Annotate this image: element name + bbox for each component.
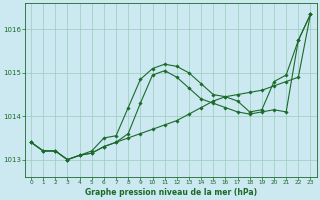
- X-axis label: Graphe pression niveau de la mer (hPa): Graphe pression niveau de la mer (hPa): [85, 188, 257, 197]
